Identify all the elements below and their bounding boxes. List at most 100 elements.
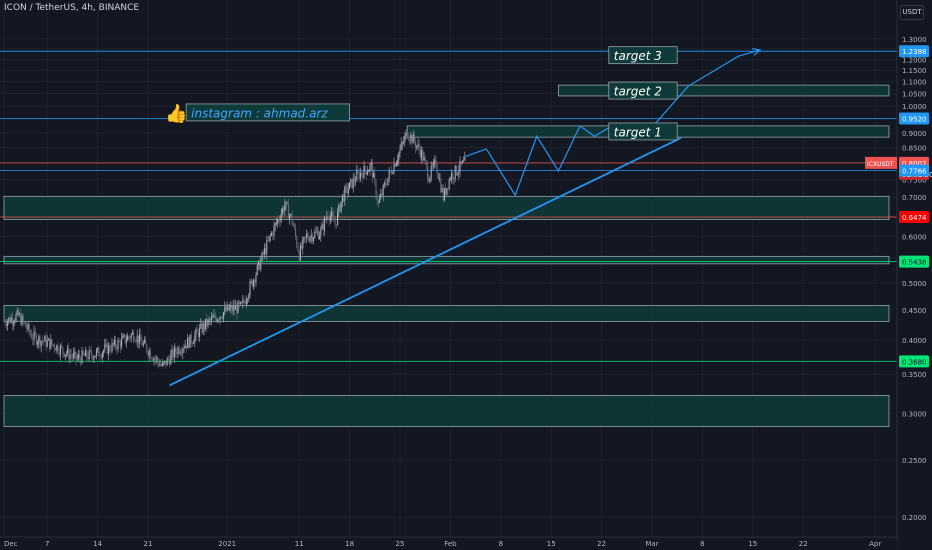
candle-body [189, 334, 191, 348]
candle-body [184, 345, 186, 349]
candle-body [200, 323, 202, 328]
candle-body [320, 229, 322, 236]
target-1-label-text: target 1 [614, 125, 662, 139]
candle-body [460, 161, 462, 164]
candle-body [293, 225, 295, 228]
candle-body [25, 322, 27, 327]
candle-body [76, 357, 78, 360]
candle-body [371, 162, 373, 178]
candle-body [209, 319, 211, 321]
candle-body [365, 170, 367, 175]
candle-body [8, 317, 10, 322]
price-tick-label: 0.4000 [902, 337, 927, 345]
candle-body [407, 138, 409, 141]
price-label-bg [899, 211, 929, 224]
candle-body [393, 163, 395, 173]
candle-body [115, 339, 117, 347]
candle-body [22, 316, 24, 322]
candle-body [344, 187, 346, 202]
candle-body [19, 313, 21, 316]
candle-body [458, 171, 460, 174]
candle-body [225, 307, 227, 311]
instagram-note: instagram : ahmad.arz [185, 103, 350, 122]
time-tick-label: 14 [93, 540, 102, 548]
candle-body [441, 187, 443, 192]
candle-body [453, 178, 455, 179]
candle-body [68, 348, 70, 359]
price-level-label: 1.2388 [902, 48, 927, 56]
candle-body [451, 173, 453, 180]
candle-body [50, 339, 52, 349]
time-tick-label: Mar [645, 540, 658, 548]
candle-body [178, 347, 180, 354]
candle-body [230, 305, 232, 308]
candle-body [275, 223, 277, 224]
currency-selector[interactable]: USDT [900, 5, 924, 20]
candle-body [434, 159, 436, 162]
candle-body [205, 318, 207, 330]
candle-body [224, 307, 226, 313]
candle-body [232, 305, 234, 311]
candle-body [383, 183, 385, 185]
candle-body [404, 136, 406, 143]
candle-body [133, 332, 135, 341]
candle-body [341, 194, 343, 202]
candle-body [155, 357, 157, 359]
candle-body [284, 204, 286, 212]
candle-body [259, 260, 261, 270]
candle-body [147, 351, 149, 356]
candle-body [247, 299, 249, 301]
candle-body [412, 134, 414, 144]
candle-body [75, 351, 77, 360]
candle-body [74, 351, 76, 354]
time-tick-label: 8 [700, 540, 704, 548]
candle-body [109, 345, 111, 351]
candle-body [429, 177, 431, 183]
candle-body [290, 214, 292, 216]
candle-body [103, 350, 105, 353]
candle-body [277, 219, 279, 224]
candle-body [121, 338, 123, 348]
price-tick-label: 0.3500 [902, 371, 927, 379]
candle-body [417, 144, 419, 146]
candle-body [410, 135, 412, 141]
candle-body [257, 260, 259, 266]
projection-arrowhead [752, 48, 762, 56]
time-tick-label: 22 [799, 540, 808, 548]
candle-body [146, 344, 148, 352]
candle-body [141, 340, 143, 346]
symbol-title[interactable]: ICON / TetherUS, 4h, BINANCE [4, 3, 140, 13]
instagram-note-text: instagram : ahmad.arz [191, 106, 328, 120]
candle-body [179, 352, 181, 354]
candle-body [283, 208, 285, 212]
time-axis: Dec 7 14 21 2021 11 18 25 Feb 8 15 22 Mar 8 15 22 Apr [0, 536, 897, 550]
candle-body [431, 165, 433, 167]
price-tick-label: 1.0000 [902, 103, 927, 111]
candle-body [170, 354, 172, 365]
candle-body [110, 350, 112, 352]
candle-body [95, 350, 97, 356]
candle-body [322, 224, 324, 231]
candle-body [21, 316, 23, 325]
candle-body [181, 352, 183, 354]
candle-body [219, 316, 221, 320]
candle-body [134, 340, 136, 342]
candle-body [424, 157, 426, 161]
candle-body [112, 342, 114, 345]
candle-body [227, 304, 229, 310]
candle-body [289, 215, 291, 219]
candle-body [131, 332, 133, 335]
time-tick-label: 22 [597, 540, 606, 548]
candle-body [187, 337, 189, 348]
candle-body [28, 324, 30, 332]
candle-body [299, 245, 301, 261]
target-1-label: target 1 [608, 122, 678, 141]
candle-body [163, 362, 165, 364]
candle-body [313, 237, 315, 242]
candle-body [326, 216, 328, 220]
candle-body [253, 279, 255, 287]
candle-body [152, 358, 154, 361]
candle-body [346, 186, 348, 194]
candle-body [182, 348, 184, 353]
